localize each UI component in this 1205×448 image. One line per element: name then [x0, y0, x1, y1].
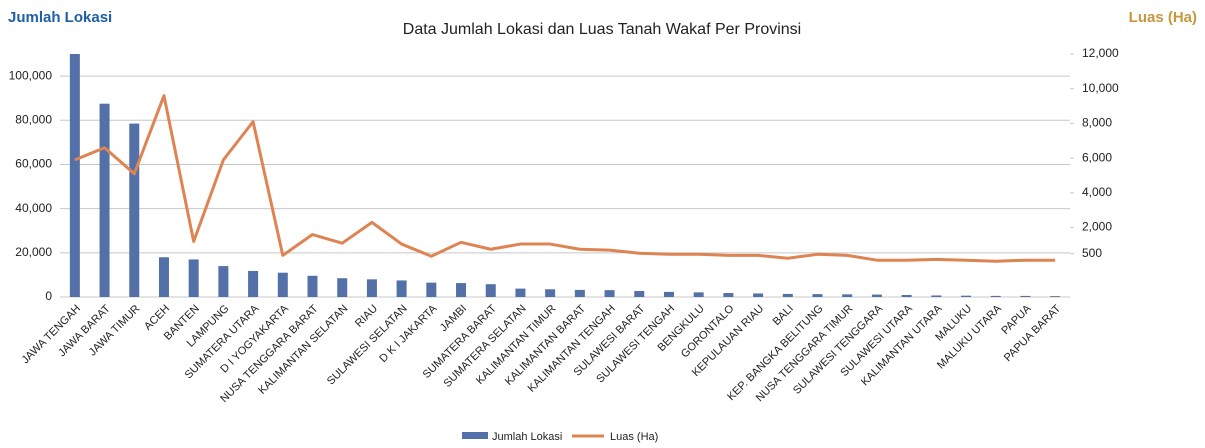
- y-axis-title: Jumlah Lokasi: [8, 9, 112, 26]
- y-tick-label: 60,000: [15, 157, 52, 171]
- bar: [1020, 295, 1031, 297]
- bar: [69, 54, 80, 297]
- bar: [396, 280, 407, 297]
- y2-tick-label: 12,000: [1082, 46, 1119, 60]
- bar: [248, 270, 259, 297]
- bar: [99, 103, 110, 297]
- bar: [574, 289, 585, 297]
- y2-tick-label: 8,000: [1082, 116, 1112, 130]
- bar: [456, 283, 467, 297]
- bar: [158, 257, 169, 297]
- bar: [604, 290, 615, 297]
- legend-label: Luas (Ha): [610, 431, 658, 443]
- legend-label: Jumlah Lokasi: [492, 431, 562, 443]
- line: [74, 94, 1056, 263]
- x-tick-label: RIAU: [353, 303, 380, 330]
- y2-tick-label: 500: [1082, 246, 1102, 260]
- bar: [218, 266, 229, 297]
- bar: [723, 293, 734, 297]
- y2-tick-label: 6,000: [1082, 150, 1112, 164]
- bar: [366, 279, 377, 297]
- y-tick-label: 80,000: [15, 112, 52, 126]
- bar: [931, 295, 942, 297]
- y2-tick-label: 2,000: [1082, 220, 1112, 234]
- y2-axis-title: Luas (Ha): [1129, 9, 1197, 26]
- bar: [277, 272, 288, 297]
- bar: [545, 289, 556, 297]
- bar: [782, 293, 793, 297]
- y-tick-label: 0: [45, 289, 52, 303]
- legend-swatch: [462, 432, 488, 439]
- bar: [753, 293, 764, 297]
- bar: [634, 291, 645, 297]
- bar: [871, 294, 882, 297]
- y-tick-label: 100,000: [9, 68, 53, 82]
- bar: [515, 288, 526, 297]
- bar: [693, 292, 704, 297]
- bar: [842, 294, 853, 297]
- x-tick-label: BALI: [771, 303, 796, 328]
- bar: [990, 295, 1001, 297]
- bar: [961, 295, 972, 297]
- bar: [1050, 296, 1061, 297]
- bar: [485, 284, 496, 297]
- chart-title: Data Jumlah Lokasi dan Luas Tanah Wakaf …: [403, 21, 801, 38]
- y-tick-label: 40,000: [15, 201, 52, 215]
- y2-tick-label: 10,000: [1082, 81, 1119, 95]
- bar: [663, 291, 674, 297]
- y-tick-label: 20,000: [15, 245, 52, 259]
- y2-tick-label: 4,000: [1082, 185, 1112, 199]
- bar: [307, 275, 318, 297]
- bar: [426, 282, 437, 297]
- bar: [901, 295, 912, 297]
- bar: [337, 278, 348, 297]
- bar: [129, 123, 140, 297]
- bar: [188, 259, 199, 297]
- bar: [812, 294, 823, 297]
